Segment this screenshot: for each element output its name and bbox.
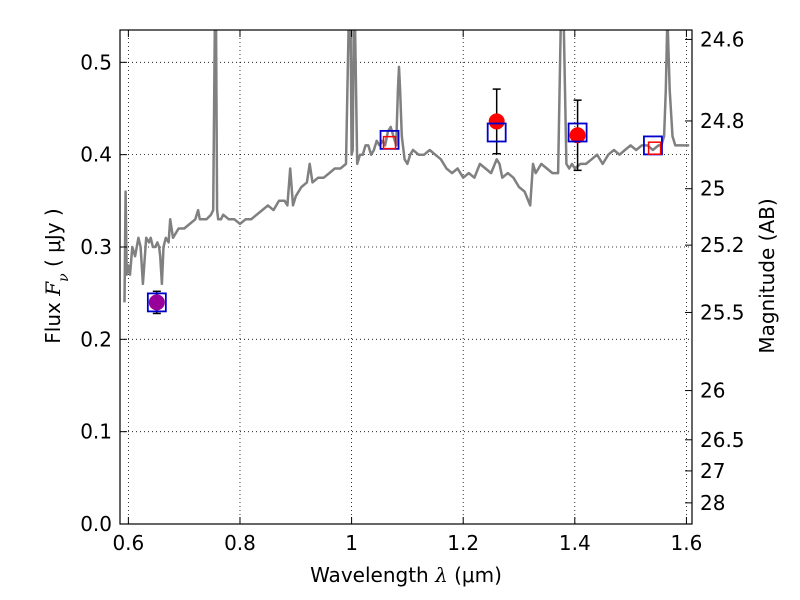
observed-flux-point bbox=[148, 294, 165, 311]
y2-tick-label: 25 bbox=[700, 177, 725, 201]
observed-flux-point bbox=[488, 113, 505, 130]
model-photometry-square-blue bbox=[567, 122, 588, 143]
model-photometry-square-red bbox=[647, 141, 662, 155]
y2-tick-label: 25.5 bbox=[700, 300, 745, 324]
y-tick-label: 0.4 bbox=[80, 143, 112, 167]
photometry-markers bbox=[146, 88, 663, 315]
plot-area bbox=[120, 30, 692, 524]
x-tick-label: 1 bbox=[345, 531, 358, 555]
y-axis-ticks: 0.0 0.1 0.2 0.3 0.4 0.5 bbox=[80, 50, 127, 536]
x-tick-label: 1.2 bbox=[447, 531, 479, 555]
y2-tick-label: 28 bbox=[700, 491, 725, 515]
observed-flux-point bbox=[569, 127, 586, 144]
y-tick-label: 0.2 bbox=[80, 327, 112, 351]
y-axis-label: Flux Fν ( μJy ) bbox=[41, 208, 72, 343]
y2-tick-label: 26.5 bbox=[700, 428, 745, 452]
x-tick-label: 0.8 bbox=[224, 531, 256, 555]
y2-axis-ticks: 24.6 24.8 25 25.2 25.5 26 26.5 27 28 bbox=[685, 27, 745, 515]
model-photometry-square-blue bbox=[486, 122, 507, 143]
y-tick-label: 0.5 bbox=[80, 50, 112, 74]
y-tick-label: 0.3 bbox=[80, 235, 112, 259]
model-photometry-square-red bbox=[382, 135, 397, 150]
model-photometry-square-blue bbox=[146, 292, 167, 313]
x-tick-label: 1.6 bbox=[671, 531, 703, 555]
y-tick-label: 0.0 bbox=[80, 512, 112, 536]
y2-axis-label: Magnitude (AB) bbox=[755, 198, 779, 353]
model-spectrum-line bbox=[123, 30, 690, 303]
plot-frame bbox=[119, 29, 693, 525]
y2-tick-label: 26 bbox=[700, 379, 725, 403]
x-tick-label: 1.4 bbox=[559, 531, 591, 555]
x-axis-ticks: 0.6 0.8 1 1.2 1.4 1.6 bbox=[112, 30, 702, 555]
y2-tick-label: 27 bbox=[700, 459, 725, 483]
y2-tick-label: 24.8 bbox=[700, 109, 745, 133]
x-tick-label: 0.6 bbox=[112, 531, 144, 555]
y-tick-label: 0.1 bbox=[80, 420, 112, 444]
y2-tick-label: 25.2 bbox=[700, 233, 745, 257]
y2-tick-label: 24.6 bbox=[700, 27, 745, 51]
x-axis-label: Wavelength λ (μm) bbox=[310, 563, 502, 587]
